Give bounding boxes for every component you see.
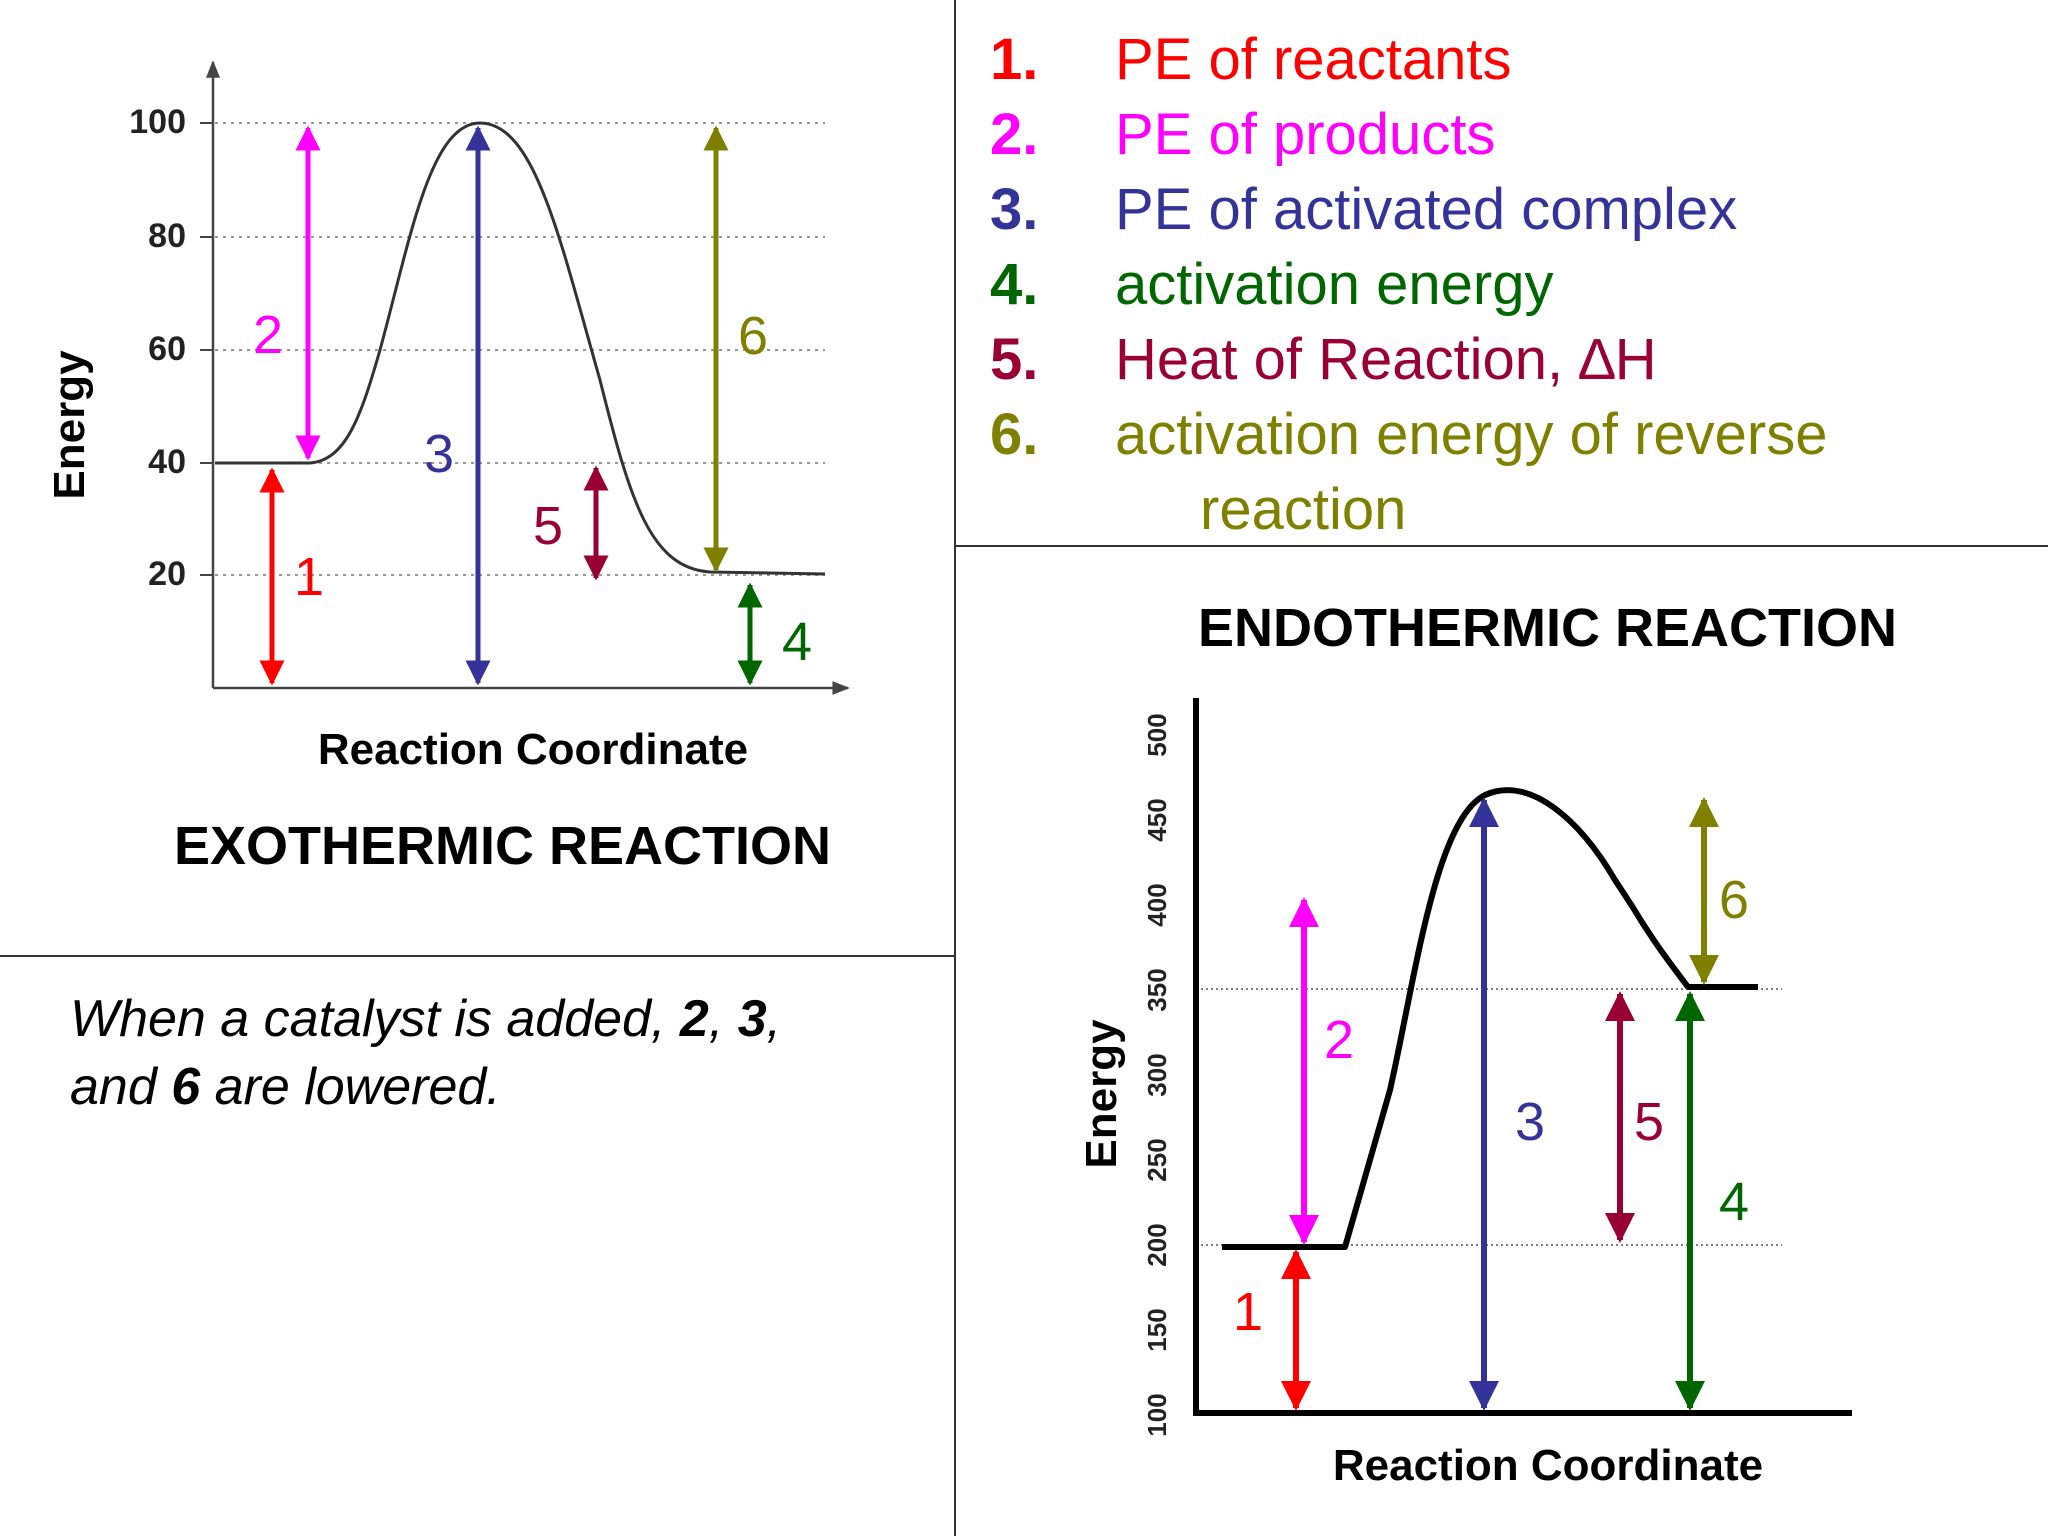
exo-arrow-label-2: 2 — [253, 305, 283, 365]
legend-number: 3. — [990, 177, 1039, 242]
exo-arrow-label-6: 6 — [738, 306, 768, 366]
exo-ytick-label-20: 20 — [148, 555, 186, 593]
endothermic-title: ENDOTHERMIC REACTION — [1198, 598, 1897, 658]
endo-arrow-label-6: 6 — [1719, 870, 1749, 930]
legend-number: 1. — [990, 27, 1039, 92]
exo-gridlines — [215, 122, 825, 576]
legend-list: 1. PE of reactants 2. PE of products 3. PE of… — [990, 22, 2030, 547]
legend-number: 4. — [990, 252, 1039, 317]
note-bold-6: 6 — [171, 1058, 201, 1116]
exo-arrow-label-1: 1 — [294, 547, 324, 607]
endo-ytick-label-500: 500 — [1142, 713, 1172, 756]
endo-ytick-label-400: 400 — [1142, 883, 1172, 926]
legend-item-continuation: reaction — [990, 472, 2030, 547]
endo-arrow-label-3: 3 — [1515, 1092, 1545, 1152]
exo-energy-curve — [215, 121, 826, 576]
legend-text: activation energy of reverse — [1115, 402, 1828, 467]
legend-text: reaction — [1200, 477, 1407, 542]
note-text-3: , — [766, 990, 782, 1048]
legend-item-6: 6. activation energy of reverse — [990, 397, 2030, 472]
endo-ytick-label-450: 450 — [1142, 798, 1172, 841]
note-bold-2: 2 — [679, 990, 709, 1048]
endo-arrow-label-5: 5 — [1634, 1092, 1664, 1152]
endo-y-axis-label: Energy — [1077, 1019, 1126, 1169]
endo-arrow-label-1: 1 — [1233, 1282, 1263, 1342]
legend-item-3: 3. PE of activated complex — [990, 172, 2030, 247]
note-text-1: When a catalyst is added, — [70, 990, 680, 1048]
endothermic-diagram: 100 150 200 250 300 350 400 450 500 1 2 … — [1077, 698, 1852, 1490]
endo-ytick-label-200: 200 — [1142, 1223, 1172, 1266]
catalyst-note: When a catalyst is added, 2, 3, and 6 ar… — [70, 985, 930, 1121]
exo-ytick-label-60: 60 — [148, 330, 186, 368]
legend-item-5: 5. Heat of Reaction, ∆H — [990, 322, 2030, 397]
endo-ytick-label-100: 100 — [1142, 1393, 1172, 1436]
legend-item-4: 4. activation energy — [990, 247, 2030, 322]
exothermic-diagram: 100 80 60 40 20 1 2 3 4 5 6 Reaction Coo… — [45, 60, 850, 774]
legend-text: activation energy — [1115, 252, 1554, 317]
endo-ytick-label-300: 300 — [1142, 1053, 1172, 1096]
exo-y-axis-label: Energy — [45, 350, 94, 500]
endo-ytick-label-250: 250 — [1142, 1138, 1172, 1181]
vertical-divider — [954, 0, 956, 1536]
legend-text: PE of activated complex — [1115, 177, 1738, 242]
exo-ytick-label-100: 100 — [129, 103, 186, 141]
legend-item-2: 2. PE of products — [990, 97, 2030, 172]
endo-energy-curve — [1222, 787, 1758, 1250]
legend-text: Heat of Reaction, ∆H — [1115, 327, 1657, 392]
endo-x-axis-label: Reaction Coordinate — [1333, 1441, 1763, 1490]
exothermic-title: EXOTHERMIC REACTION — [174, 816, 832, 876]
note-text-2: , — [708, 990, 738, 1048]
exo-ytick-label-80: 80 — [148, 217, 186, 255]
legend-text: PE of reactants — [1115, 27, 1512, 92]
note-bold-3: 3 — [737, 990, 767, 1048]
exo-arrow-label-5: 5 — [533, 496, 563, 556]
endo-arrow-label-4: 4 — [1719, 1172, 1749, 1232]
legend-number: 6. — [990, 402, 1039, 467]
endo-arrow-label-2: 2 — [1324, 1010, 1354, 1070]
exo-x-axis-label: Reaction Coordinate — [318, 725, 748, 774]
exo-ytick-label-40: 40 — [148, 443, 186, 481]
endo-ytick-label-350: 350 — [1142, 968, 1172, 1011]
legend-number: 2. — [990, 102, 1039, 167]
exo-arrow-label-4: 4 — [782, 612, 812, 672]
legend-number: 5. — [990, 327, 1039, 392]
legend-text: PE of products — [1115, 102, 1496, 167]
right-horizontal-divider — [955, 545, 2048, 547]
exo-arrow-label-3: 3 — [424, 424, 454, 484]
note-text-4: and — [70, 1058, 172, 1116]
note-text-5: are lowered. — [200, 1058, 501, 1116]
legend-item-1: 1. PE of reactants — [990, 22, 2030, 97]
endo-ytick-label-150: 150 — [1142, 1308, 1172, 1351]
left-horizontal-divider — [0, 955, 955, 957]
